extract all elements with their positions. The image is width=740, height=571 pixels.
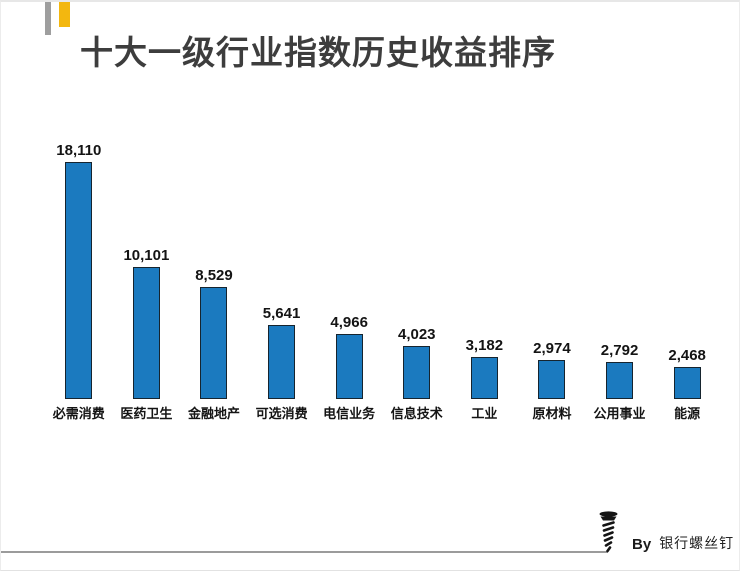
bar-column: 2,468 能源	[653, 132, 721, 421]
bar-chart: 18,110 必需消费 10,101 医药卫生 8,529 金融地产 5,641 可选消费 4,…	[45, 132, 721, 432]
bar-category-label: 必需消费	[52, 406, 105, 421]
bar-category-label: 电信业务	[323, 406, 376, 421]
accent-bar-gray	[45, 2, 51, 35]
bar-category-label: 工业	[471, 406, 498, 421]
bar	[606, 362, 634, 399]
bar-category-label: 金融地产	[187, 406, 240, 421]
bar-value-label: 10,101	[123, 247, 170, 264]
bar-value-label: 3,182	[465, 337, 504, 354]
bar	[538, 360, 566, 399]
bar	[268, 325, 296, 399]
bar-category-label: 能源	[674, 406, 701, 421]
bar-value-label: 2,468	[668, 347, 706, 364]
bar	[673, 367, 701, 399]
screw-icon	[599, 511, 618, 553]
brand-signature: By 银行螺丝钉	[597, 510, 734, 556]
bar-column: 4,023 信息技术	[383, 132, 451, 421]
bar-column: 3,182 工业	[451, 132, 519, 421]
bar-column: 2,792 公用事业	[586, 132, 654, 421]
bar-column: 4,966 电信业务	[315, 132, 383, 421]
bar	[335, 334, 363, 399]
bar	[200, 287, 228, 399]
bar-value-label: 2,792	[600, 342, 639, 359]
footer-divider	[1, 551, 608, 553]
bar-value-label: 4,023	[397, 326, 436, 343]
accent-bar-yellow	[59, 2, 70, 27]
brand-author-name: 银行螺丝钉	[659, 535, 735, 551]
bar-column: 2,974 原材料	[518, 132, 586, 421]
bar-category-label: 可选消费	[255, 406, 308, 421]
bar	[132, 267, 160, 399]
bar-column: 18,110 必需消费	[45, 132, 113, 421]
page-title: 十大一级行业指数历史收益排序	[80, 34, 556, 71]
bar-value-label: 18,110	[56, 142, 102, 159]
bar-category-label: 信息技术	[390, 406, 443, 421]
bar-value-label: 2,974	[533, 340, 571, 357]
bar-value-label: 8,529	[195, 267, 233, 284]
bar	[65, 162, 93, 399]
bar-category-label: 原材料	[532, 406, 572, 421]
bar-value-label: 5,641	[262, 305, 301, 322]
bar	[403, 346, 431, 399]
bar-category-label: 公用事业	[593, 406, 646, 421]
bar-column: 5,641 可选消费	[248, 132, 316, 421]
bar-value-label: 4,966	[330, 314, 368, 331]
bar-column: 8,529 金融地产	[180, 132, 248, 421]
brand-by-label: By	[632, 536, 652, 553]
bar-category-label: 医药卫生	[120, 406, 173, 421]
bar-column: 10,101 医药卫生	[113, 132, 181, 421]
bar	[470, 357, 498, 399]
